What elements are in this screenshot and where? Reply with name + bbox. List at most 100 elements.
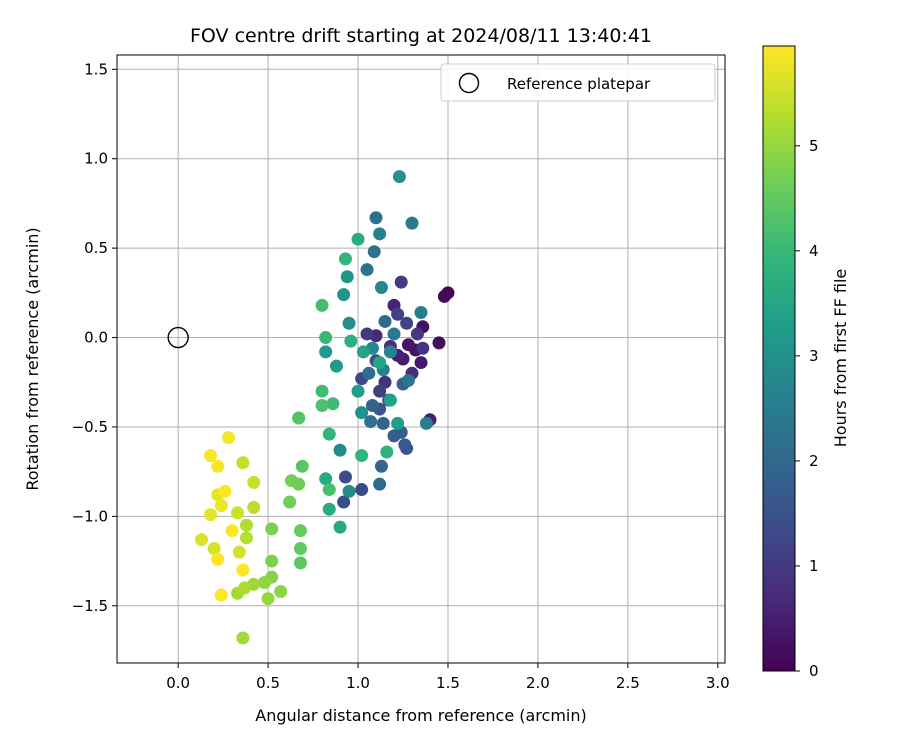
data-point [437,289,451,303]
data-point [367,245,381,259]
data-point [265,522,279,536]
data-point [231,506,245,520]
data-point [414,356,428,370]
y-tick-label: 1.5 [84,60,108,78]
data-point [319,472,333,486]
data-point [195,533,209,547]
data-point [218,484,232,498]
data-point [373,356,387,370]
colorbar-tick-label: 2 [809,452,819,470]
legend-entry-reference-platepar: Reference platepar [507,75,651,93]
data-point [373,227,387,241]
colorbar-tick-label: 4 [809,242,819,260]
data-point [362,366,376,380]
data-point [211,552,225,566]
data-point [315,298,329,312]
legend: Reference platepar [440,63,716,102]
colorbar-label: Hours from first FF file [831,269,850,448]
data-point [374,280,388,294]
data-point [214,588,228,602]
x-axis-label: Angular distance from reference (arcmin) [255,706,586,725]
data-point [360,263,374,277]
data-point [292,411,306,425]
reference-platepar-marker [167,326,189,349]
data-point [240,531,254,545]
data-point [355,449,369,463]
x-tick-label: 0.0 [166,674,190,692]
data-point [351,384,365,398]
data-point [284,474,298,488]
data-point [373,384,387,398]
legend-box [440,63,716,102]
data-point [211,459,225,473]
x-axis-ticks: 0.0 0.5 1.0 1.5 2.0 2.5 3.0 [166,663,730,692]
data-point [337,288,351,302]
colorbar-tick-label: 3 [809,347,819,365]
data-point [315,384,329,398]
data-point [340,270,354,284]
data-point [405,216,419,230]
data-point [207,542,221,556]
data-point [391,416,405,430]
data-point [416,341,430,355]
data-point [322,502,336,516]
y-axis-ticks: −1.5 −1.0 −0.5 0.0 0.5 1.0 1.5 [72,60,117,615]
colorbar-tick-label: 1 [809,557,819,575]
data-point [383,393,397,407]
data-point [236,631,250,645]
data-point [283,495,297,509]
data-point [238,581,252,595]
x-tick-label: 0.5 [256,674,280,692]
data-point [356,345,370,359]
data-point [322,427,336,441]
data-point [414,306,428,320]
data-point [392,170,406,184]
data-point [398,438,412,452]
data-point [365,398,379,412]
y-tick-label: 1.0 [84,150,108,168]
data-point [222,431,236,445]
data-point [342,316,356,330]
data-point [293,542,307,556]
data-point [247,500,261,514]
data-point [225,524,239,538]
data-point [410,327,424,341]
data-point [333,520,347,534]
data-point [214,499,228,513]
data-point [240,518,254,532]
y-tick-label: −1.0 [72,507,108,525]
data-point [274,584,288,598]
data-point [401,373,415,387]
data-point [315,398,329,412]
x-tick-label: 2.0 [526,674,550,692]
data-point [319,345,333,359]
data-point [387,429,401,443]
data-point [204,508,218,522]
data-point [419,416,433,430]
x-tick-label: 2.5 [616,674,640,692]
data-point [295,459,309,473]
x-tick-label: 1.5 [436,674,460,692]
data-point [342,484,356,498]
data-point [322,483,336,497]
data-point [394,275,408,289]
y-axis-label: Rotation from reference (arcmin) [23,227,42,490]
data-point [247,475,261,489]
data-point [355,406,369,420]
data-point [351,232,365,246]
colorbar-tick-label: 0 [809,662,819,680]
data-point [319,331,333,345]
data-point [326,397,340,411]
colorbar-tick-label: 5 [809,137,819,155]
data-point [329,359,343,373]
data-point [376,416,390,430]
y-tick-label: −1.5 [72,597,108,615]
y-tick-label: 0.5 [84,239,108,257]
plot-frame [116,54,726,664]
reference-marker [167,326,189,349]
data-point [258,576,272,590]
data-point [236,563,250,577]
data-point [293,524,307,538]
